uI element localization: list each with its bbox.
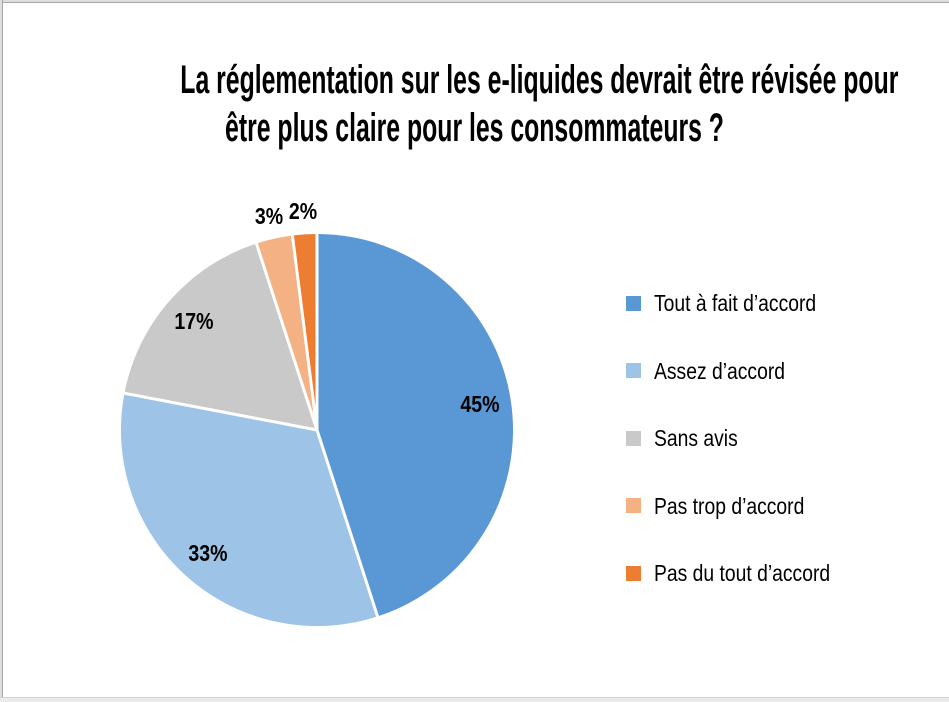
slice-label-3: 3% [254, 202, 284, 229]
page-edge-bottom [0, 697, 949, 702]
legend-marker [626, 295, 641, 311]
legend-item-1: Assez d’accord [626, 356, 810, 386]
legend-marker [626, 363, 641, 378]
chart-title-line2: être plus claire pour les consommateurs … [225, 106, 724, 150]
page-edge-left [0, 0, 3, 702]
slice-separator [255, 243, 319, 431]
legend-label: Pas du tout d’accord [654, 560, 831, 586]
legend-label: Pas trop d’accord [654, 492, 805, 519]
legend-marker [626, 565, 641, 581]
pie-slice-2 [124, 243, 317, 430]
legend-item-3: Pas trop d’accord [626, 491, 833, 521]
legend: Tout à fait d’accord Assez d’accord Sans a… [626, 0, 946, 702]
pie-slice-1 [120, 393, 378, 627]
slice-separator [124, 391, 318, 432]
slice-label-4: 2% [289, 197, 318, 224]
pie-chart [120, 233, 514, 627]
pie-svg [120, 234, 514, 627]
slice-separator [290, 235, 319, 431]
legend-item-2: Sans avis [626, 423, 754, 453]
legend-item-0: Tout à fait d’accord [626, 288, 847, 318]
page-edge-top [0, 0, 949, 3]
legend-label: Tout à fait d’accord [654, 290, 817, 316]
legend-marker [626, 498, 641, 513]
legend-marker [626, 430, 641, 446]
legend-label: Sans avis [654, 425, 738, 451]
pie-slice-0 [317, 234, 514, 617]
legend-item-4: Pas du tout d’accord [626, 558, 864, 588]
slice-separator [315, 429, 379, 617]
legend-label: Assez d’accord [654, 357, 786, 384]
